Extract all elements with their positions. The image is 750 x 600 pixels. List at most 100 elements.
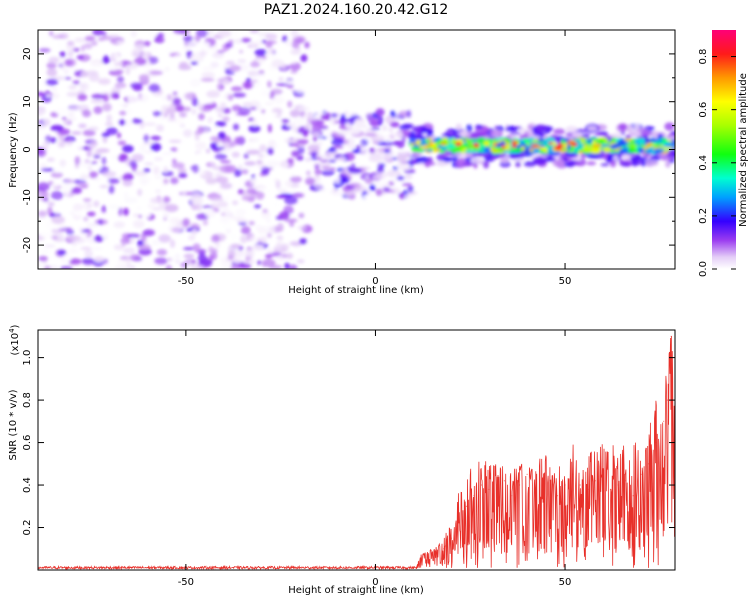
heatmap-cell bbox=[51, 215, 65, 225]
heatmap-cell bbox=[261, 210, 271, 219]
heatmap-cell bbox=[661, 153, 668, 158]
heatmap-cell bbox=[464, 149, 477, 153]
heatmap-cell bbox=[102, 103, 112, 112]
heatmap-cell bbox=[198, 102, 203, 111]
heatmap-cell bbox=[130, 49, 141, 58]
heatmap-cell bbox=[368, 155, 383, 163]
heatmap-cell bbox=[232, 92, 246, 98]
heatmap-cell bbox=[149, 56, 159, 64]
heatmap-cell bbox=[84, 249, 93, 259]
heatmap-cell bbox=[647, 138, 659, 142]
heatmap-cell bbox=[104, 122, 114, 126]
heatmap-cell bbox=[267, 248, 272, 253]
heatmap-cell bbox=[116, 132, 122, 139]
heatmap-cell bbox=[144, 40, 151, 47]
heatmap-cell bbox=[206, 162, 216, 168]
heatmap-cell bbox=[167, 118, 178, 122]
heatmap-cell bbox=[40, 250, 51, 253]
heatmap-cell bbox=[66, 41, 75, 46]
heatmap-cell bbox=[276, 83, 289, 87]
heatmap-cell bbox=[50, 124, 64, 132]
heatmap-cell bbox=[170, 147, 178, 152]
heatmap-cell bbox=[229, 65, 242, 72]
heatmap-cell bbox=[98, 179, 110, 184]
heatmap-cell bbox=[129, 237, 135, 244]
heatmap-cell bbox=[511, 140, 518, 146]
heatmap-cell bbox=[116, 101, 125, 108]
heatmap-cell bbox=[388, 181, 395, 186]
heatmap-cell bbox=[68, 258, 82, 265]
heatmap-cell bbox=[401, 182, 412, 187]
heatmap-cell bbox=[279, 160, 289, 169]
snr-point bbox=[572, 473, 574, 475]
heatmap-cell bbox=[262, 152, 267, 161]
heatmap-cell bbox=[114, 82, 127, 89]
heatmap-cell bbox=[415, 156, 429, 163]
heatmap-cell bbox=[330, 113, 338, 118]
heatmap-marks bbox=[38, 30, 675, 269]
heatmap-cell bbox=[156, 249, 168, 256]
heatmap-cell bbox=[89, 61, 102, 67]
heatmap-cell bbox=[340, 130, 352, 135]
heatmap-cell bbox=[375, 188, 383, 196]
snr-ytick-label: 0.6 bbox=[22, 435, 33, 451]
heatmap-cell bbox=[455, 123, 462, 132]
heatmap-cell bbox=[200, 171, 206, 176]
heatmap-cell bbox=[388, 128, 393, 132]
heatmap-cell bbox=[194, 132, 200, 141]
heatmap-cell bbox=[171, 162, 185, 169]
heatmap-cell bbox=[622, 154, 631, 160]
heatmap-cell bbox=[160, 112, 165, 121]
heatmap-cell bbox=[529, 124, 534, 134]
heatmap-cell bbox=[67, 117, 78, 121]
heatmap-cell bbox=[126, 108, 133, 115]
colorbar-gradient bbox=[712, 30, 736, 269]
heatmap-cell bbox=[222, 107, 231, 114]
heatmap-cell bbox=[419, 145, 428, 149]
heatmap-cell bbox=[146, 30, 157, 39]
colorbar-tick-label: 0.2 bbox=[698, 208, 709, 224]
heatmap-cell bbox=[85, 159, 90, 164]
heatmap-cell bbox=[38, 146, 45, 155]
heatmap-cell bbox=[646, 159, 659, 167]
heatmap-cell bbox=[132, 154, 144, 162]
heatmap-cell bbox=[248, 125, 261, 133]
heatmap-cell bbox=[470, 157, 485, 164]
snr-panel: -50 0 50 0.2 0.4 0.6 0.8 1.0 Height of straight… bbox=[8, 324, 676, 596]
heatmap-cell bbox=[138, 248, 152, 256]
heatmap-cell bbox=[82, 109, 92, 118]
heatmap-cell bbox=[216, 186, 224, 196]
spectrogram-xtick-label: 0 bbox=[372, 276, 378, 287]
heatmap-cell bbox=[515, 161, 521, 168]
heatmap-cell bbox=[175, 117, 184, 126]
heatmap-cell bbox=[310, 152, 318, 156]
heatmap-cell bbox=[475, 124, 483, 129]
heatmap-cell bbox=[382, 181, 390, 189]
heatmap-cell bbox=[106, 178, 120, 184]
heatmap-cell bbox=[259, 173, 266, 177]
heatmap-cell bbox=[603, 146, 611, 153]
heatmap-cell bbox=[227, 94, 234, 101]
heatmap-cell bbox=[368, 147, 376, 153]
heatmap-cell bbox=[254, 181, 264, 187]
heatmap-cell bbox=[266, 160, 281, 168]
heatmap-cell bbox=[258, 70, 265, 75]
heatmap-cell bbox=[219, 164, 233, 174]
heatmap-cell bbox=[626, 143, 638, 149]
heatmap-cell bbox=[124, 197, 138, 204]
snr-point bbox=[602, 473, 604, 475]
spectrogram-ytick-label: -20 bbox=[22, 237, 33, 253]
heatmap-cell bbox=[407, 185, 414, 193]
heatmap-cell bbox=[262, 208, 268, 214]
heatmap-cell bbox=[39, 231, 53, 238]
heatmap-cell bbox=[340, 113, 346, 121]
heatmap-cell bbox=[222, 116, 230, 122]
heatmap-cell bbox=[554, 145, 563, 151]
heatmap-cell bbox=[332, 145, 344, 149]
heatmap-cell bbox=[556, 138, 562, 144]
heatmap-cell bbox=[255, 186, 268, 192]
heatmap-cell bbox=[232, 123, 240, 131]
heatmap-cell bbox=[101, 231, 110, 240]
heatmap-cell bbox=[476, 148, 485, 153]
heatmap-cell bbox=[43, 197, 49, 202]
